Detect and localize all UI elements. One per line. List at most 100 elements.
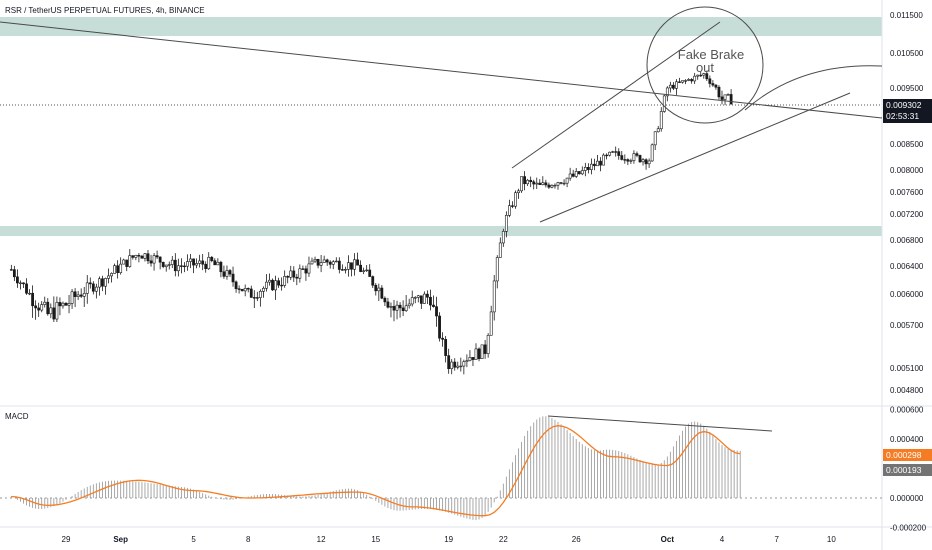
time-tick-label: 7 [774, 535, 779, 544]
macd-tick-label: 0.000000 [890, 494, 924, 503]
candle [383, 296, 387, 306]
candle [523, 171, 526, 191]
candle [617, 148, 621, 160]
candle [641, 157, 645, 166]
macd-histogram [10, 416, 741, 521]
candle [465, 354, 469, 368]
candle [508, 199, 511, 218]
candle [195, 258, 198, 269]
candle [602, 153, 605, 166]
candle [471, 357, 475, 367]
candle [12, 265, 16, 282]
candle [231, 266, 235, 287]
candle [255, 291, 259, 302]
fake-breakout-circle[interactable] [646, 6, 764, 124]
candle [344, 266, 347, 274]
candle [514, 190, 517, 209]
candle [116, 260, 120, 279]
candle [486, 333, 490, 358]
candle [644, 158, 648, 170]
candle [204, 261, 208, 273]
candle [304, 265, 308, 281]
candle [462, 359, 466, 375]
candle [477, 347, 481, 362]
price-tick-label: 0.010500 [890, 49, 924, 58]
candle [687, 78, 690, 82]
candle [401, 300, 405, 317]
candle [577, 171, 581, 175]
candle [192, 258, 195, 274]
candle [699, 71, 703, 77]
candle [574, 168, 578, 179]
candle [626, 158, 630, 166]
candle [684, 79, 687, 85]
candle [37, 302, 41, 317]
candle [444, 336, 448, 363]
candle [419, 295, 423, 310]
candle [386, 297, 390, 309]
candle [119, 257, 123, 275]
candle [362, 267, 366, 275]
candle [110, 272, 113, 283]
time-tick-label: 15 [371, 535, 380, 544]
candle [52, 296, 56, 323]
candle [295, 273, 299, 286]
candle [98, 276, 101, 296]
candle [556, 181, 560, 190]
price-axis[interactable]: 0.011500 0.010500 0.009500 0.008500 0.008000… [890, 11, 924, 395]
channel-upper-line[interactable] [511, 21, 721, 169]
candle [547, 182, 551, 189]
candle [614, 146, 618, 157]
candle [222, 265, 226, 279]
candle [608, 151, 612, 157]
candle [705, 70, 709, 82]
time-tick-label: 26 [572, 535, 581, 544]
candle [328, 260, 332, 269]
price-tick-label: 0.006800 [890, 236, 924, 245]
candle [380, 285, 384, 300]
candle [298, 264, 302, 283]
candle [219, 260, 223, 278]
candle [313, 256, 317, 264]
candle [377, 283, 381, 302]
macd-axis[interactable]: 0.000600 0.000400 0.000000 -0.000200 [890, 406, 927, 533]
candle [441, 332, 444, 347]
candle [167, 261, 171, 270]
candle [726, 93, 730, 96]
candle [289, 265, 293, 281]
candle [474, 343, 478, 360]
macd-value-label: 0.000193 [886, 465, 922, 475]
candle [413, 296, 417, 304]
candle [316, 258, 320, 269]
candle [517, 188, 520, 199]
candle [210, 255, 214, 263]
candle [529, 176, 533, 188]
channel-lower-line[interactable] [539, 92, 851, 223]
candle [432, 295, 435, 308]
candle [365, 265, 369, 272]
time-axis[interactable]: 29 Sep 5 8 12 15 19 22 26 Oct 4 7 10 [62, 535, 837, 544]
candle [137, 252, 141, 263]
projection-arc[interactable] [744, 65, 883, 111]
macd-divergence-line[interactable] [547, 415, 773, 432]
price-tick-label: 0.005100 [890, 364, 924, 373]
candle [249, 285, 253, 298]
candle [398, 302, 402, 318]
candlestick-series [9, 70, 733, 375]
candle [656, 125, 660, 133]
candle [101, 275, 104, 292]
price-tick-label: 0.004800 [890, 386, 924, 395]
long-downtrend-line[interactable] [0, 21, 883, 119]
candle [31, 285, 34, 318]
price-tick-label: 0.005700 [890, 321, 924, 330]
candle [456, 361, 460, 370]
candle [225, 265, 229, 280]
candle [492, 275, 496, 321]
candle [19, 280, 22, 290]
candle [216, 258, 220, 266]
candle [207, 252, 211, 271]
candle [292, 266, 296, 282]
candle [113, 263, 116, 274]
candle [34, 300, 38, 320]
